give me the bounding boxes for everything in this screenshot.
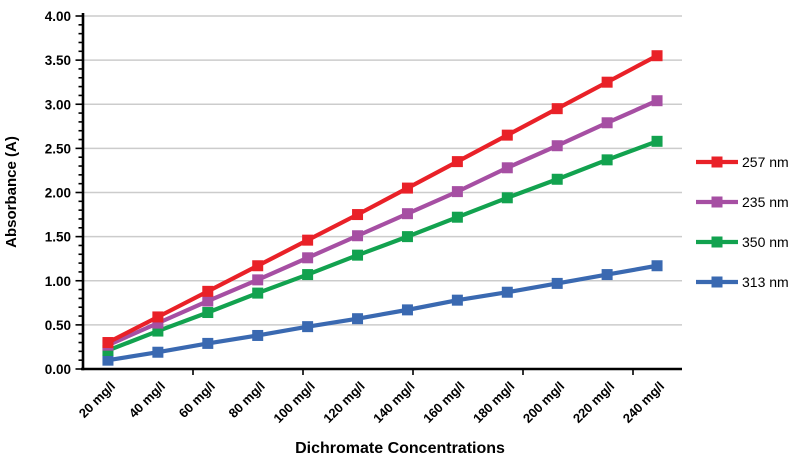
legend-label: 350 nm <box>742 234 789 250</box>
data-point-marker <box>501 162 513 174</box>
data-point-marker <box>252 260 264 272</box>
series-line <box>107 98 658 348</box>
legend-label: 257 nm <box>742 154 789 170</box>
data-point-marker <box>551 277 563 289</box>
y-axis-title: Absorbance (A) <box>3 136 20 248</box>
y-tick-label: 3.00 <box>45 97 71 112</box>
series-350-nm <box>102 135 663 356</box>
x-axis-title: Dichromate Concentrations <box>295 440 505 457</box>
data-point-marker <box>252 274 264 286</box>
legend-marker <box>711 276 723 288</box>
data-point-marker <box>451 211 463 223</box>
y-tick-label: 4.00 <box>45 9 71 24</box>
data-point-marker <box>501 286 513 298</box>
data-point-marker <box>401 182 413 194</box>
x-tick-label: 200 mg/l <box>520 379 567 426</box>
data-point-marker <box>601 76 613 88</box>
legend-marker <box>711 156 723 168</box>
data-point-marker <box>252 287 264 299</box>
x-tick-label: 80 mg/l <box>226 379 268 421</box>
data-point-marker <box>551 140 563 152</box>
series-257-nm <box>102 50 663 349</box>
data-point-marker <box>651 50 663 62</box>
data-point-marker <box>451 186 463 198</box>
x-tick-label: 180 mg/l <box>470 379 517 426</box>
series-line <box>107 139 658 353</box>
data-point-marker <box>152 346 164 358</box>
data-point-marker <box>352 313 364 325</box>
x-tick-label: 40 mg/l <box>126 379 168 421</box>
data-point-marker <box>152 317 164 329</box>
legend-entry-235-nm: 235 nm <box>696 194 789 210</box>
legend-marker <box>711 236 723 248</box>
data-point-marker <box>451 156 463 168</box>
x-tick-labels: 20 mg/l 40 mg/l 60 mg/l 80 mg/l 100 mg/l 120 … <box>76 379 667 426</box>
y-tick-label: 3.50 <box>45 53 71 68</box>
data-point-marker <box>202 295 214 307</box>
data-point-marker <box>352 249 364 261</box>
x-tick-label: 100 mg/l <box>270 379 317 426</box>
y-tick-label: 1.50 <box>45 230 71 245</box>
data-point-marker <box>401 231 413 243</box>
data-point-marker <box>651 260 663 272</box>
series-line <box>107 263 658 363</box>
data-point-marker <box>302 269 314 281</box>
x-tick-label: 20 mg/l <box>76 379 118 421</box>
series-313-nm <box>102 260 663 366</box>
data-point-marker <box>501 129 513 141</box>
legend-label: 313 nm <box>742 274 789 290</box>
data-point-marker <box>551 173 563 185</box>
data-point-marker <box>501 192 513 204</box>
x-tick-label: 240 mg/l <box>620 379 667 426</box>
data-point-marker <box>302 234 314 246</box>
data-point-marker <box>102 337 114 349</box>
data-point-marker <box>302 252 314 264</box>
series-235-nm <box>102 95 663 351</box>
data-point-marker <box>401 304 413 316</box>
y-tick-label: 0.00 <box>45 362 71 377</box>
x-tick-label: 160 mg/l <box>420 379 467 426</box>
y-tick-label: 2.50 <box>45 141 71 156</box>
data-point-marker <box>551 103 563 115</box>
gridlines <box>83 15 682 326</box>
data-point-marker <box>651 95 663 107</box>
data-point-marker <box>102 354 114 366</box>
y-tick-labels: 0.00 0.50 1.00 1.50 2.00 2.50 3.00 3.50 4.00 <box>45 9 71 377</box>
legend-marker <box>711 196 723 208</box>
data-series <box>102 50 663 366</box>
y-tick-label: 0.50 <box>45 318 71 333</box>
data-point-marker <box>252 329 264 341</box>
legend-label: 235 nm <box>742 194 789 210</box>
x-tick-label: 140 mg/l <box>370 379 417 426</box>
data-point-marker <box>352 230 364 242</box>
data-point-marker <box>451 294 463 306</box>
y-tick-label: 1.00 <box>45 274 71 289</box>
data-point-marker <box>152 311 164 323</box>
data-point-marker <box>202 337 214 349</box>
x-tick-label: 120 mg/l <box>320 379 367 426</box>
data-point-marker <box>601 154 613 166</box>
data-point-marker <box>152 325 164 337</box>
legend-entry-313-nm: 313 nm <box>696 274 789 290</box>
data-point-marker <box>302 321 314 333</box>
legend-entry-350-nm: 350 nm <box>696 234 789 250</box>
y-tick-label: 2.00 <box>45 186 71 201</box>
data-point-marker <box>651 135 663 147</box>
x-tick-label: 220 mg/l <box>570 379 617 426</box>
data-point-marker <box>601 117 613 129</box>
series-line <box>107 53 659 345</box>
legend: 257 nm 235 nm 350 nm 313 nm <box>696 154 789 290</box>
legend-entry-257-nm: 257 nm <box>696 154 789 170</box>
axis-lines <box>81 13 682 371</box>
data-point-marker <box>601 269 613 281</box>
data-point-marker <box>401 208 413 220</box>
data-point-marker <box>202 307 214 319</box>
x-tick-label: 60 mg/l <box>176 379 218 421</box>
data-point-marker <box>352 209 364 221</box>
data-point-marker <box>202 285 214 297</box>
